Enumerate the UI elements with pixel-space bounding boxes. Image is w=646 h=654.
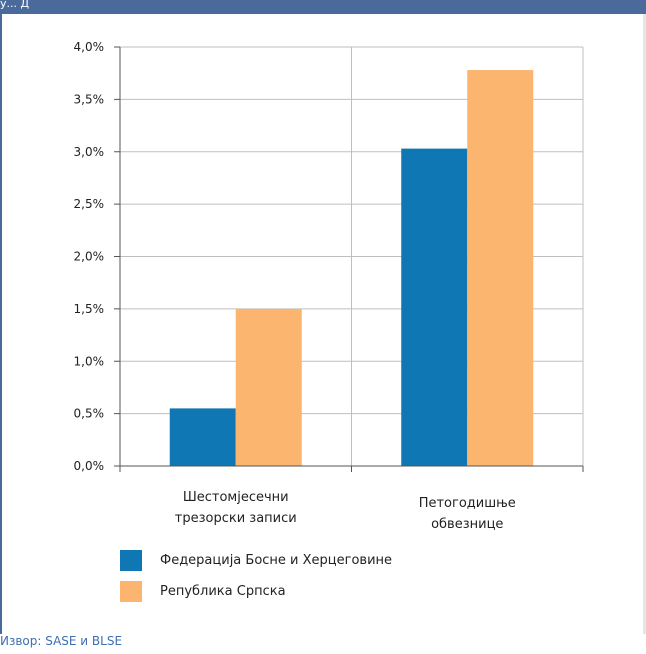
bar — [235, 308, 302, 466]
legend-item-federation: Федерација Босне и Херцеговине — [120, 549, 393, 571]
bar — [169, 408, 236, 466]
y-tick-label: 4,0% — [74, 40, 105, 54]
y-tick-label: 2,5% — [74, 197, 105, 211]
category-label: обвезнице — [431, 517, 503, 532]
y-tick-label: 0,0% — [74, 459, 105, 473]
legend-item-srpska: Република Српска — [120, 580, 392, 602]
header-title-fragment: у... Д — [0, 0, 30, 10]
bar — [401, 148, 468, 467]
bar — [467, 70, 534, 467]
legend-swatch-federation — [120, 549, 142, 571]
legend-label-federation: Федерација Босне и Херцеговине — [160, 552, 393, 568]
category-label: трезорски записи — [175, 511, 297, 526]
y-tick-label: 3,0% — [74, 145, 105, 159]
source-note: Извор: SASE и BLSE — [0, 634, 123, 648]
chart-legend: Федерација Босне и Херцеговине Република… — [120, 549, 393, 612]
y-tick-label: 1,5% — [74, 302, 105, 316]
bar-chart: 0,0% 0,5% 1,0% 1,5% 2,0% 2,5% 3,0% 3,5% 4,0% Шест… — [74, 40, 584, 532]
header-bar: у... Д — [0, 0, 646, 14]
y-tick-label: 3,5% — [74, 92, 105, 106]
y-tick-label: 0,5% — [74, 407, 105, 421]
frame-right-border — [643, 14, 646, 634]
y-tick-label: 2,0% — [74, 250, 105, 264]
y-tick-label: 1,0% — [74, 354, 105, 368]
legend-swatch-srpska — [120, 580, 142, 602]
category-label: Шестомјесечни — [183, 490, 289, 505]
frame-left-border — [0, 14, 2, 634]
legend-label-srpska: Република Српска — [160, 583, 286, 599]
category-label: Петогодишње — [419, 496, 516, 511]
